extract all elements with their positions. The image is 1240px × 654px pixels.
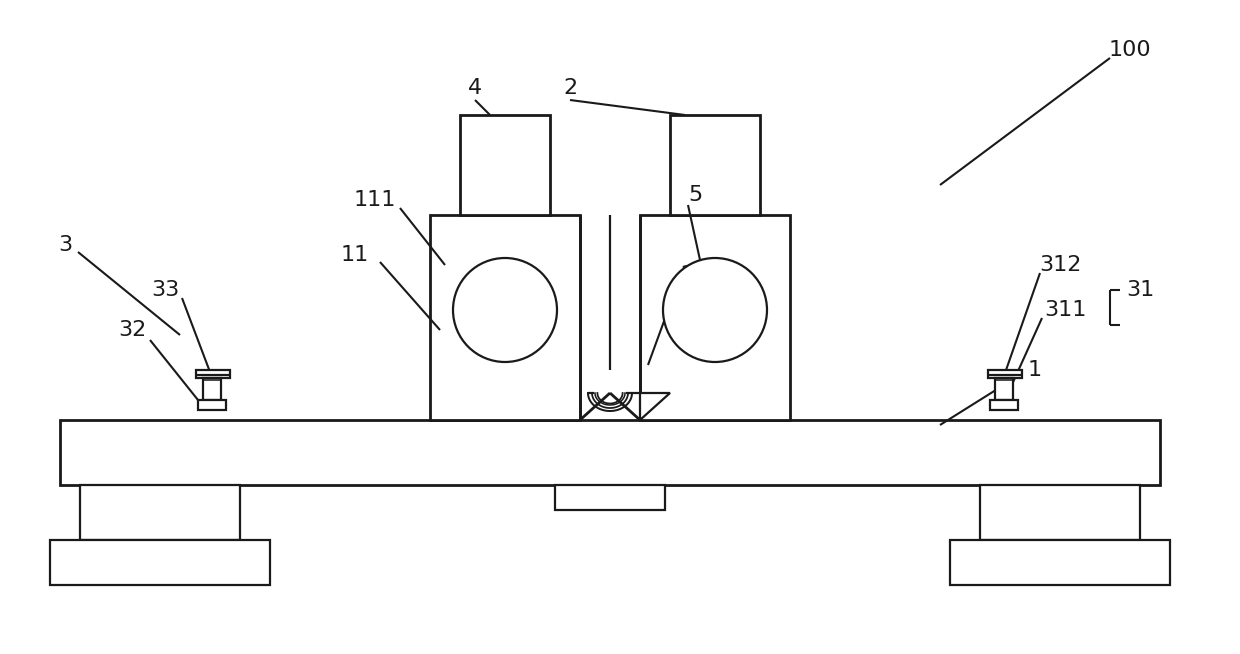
Text: 11: 11	[341, 245, 370, 265]
Bar	[203, 378, 221, 400]
Text: 1: 1	[1028, 360, 1042, 380]
Text: 2: 2	[563, 78, 577, 98]
Text: 21: 21	[681, 265, 709, 285]
Circle shape	[663, 258, 768, 362]
Text: 5: 5	[688, 185, 702, 205]
Bar	[81, 485, 241, 540]
Bar	[994, 378, 1013, 400]
Text: 312: 312	[1039, 255, 1081, 275]
Bar	[988, 370, 1022, 378]
Bar	[980, 485, 1140, 540]
Bar	[670, 115, 760, 215]
Circle shape	[453, 258, 557, 362]
Text: 33: 33	[151, 280, 179, 300]
Bar	[60, 420, 1159, 485]
Bar	[950, 540, 1171, 585]
Text: 32: 32	[118, 320, 146, 340]
Text: 111: 111	[353, 190, 397, 210]
Bar	[198, 400, 226, 410]
Polygon shape	[640, 393, 670, 420]
Bar	[990, 400, 1018, 410]
Bar	[556, 485, 665, 510]
Bar	[196, 370, 229, 378]
Text: 31: 31	[1126, 280, 1154, 300]
Bar	[460, 115, 551, 215]
Bar	[50, 540, 270, 585]
Bar	[430, 215, 580, 420]
Text: 4: 4	[467, 78, 482, 98]
Bar	[640, 215, 790, 420]
Text: 3: 3	[58, 235, 72, 255]
Text: 311: 311	[1044, 300, 1086, 320]
Text: 100: 100	[1109, 40, 1151, 60]
